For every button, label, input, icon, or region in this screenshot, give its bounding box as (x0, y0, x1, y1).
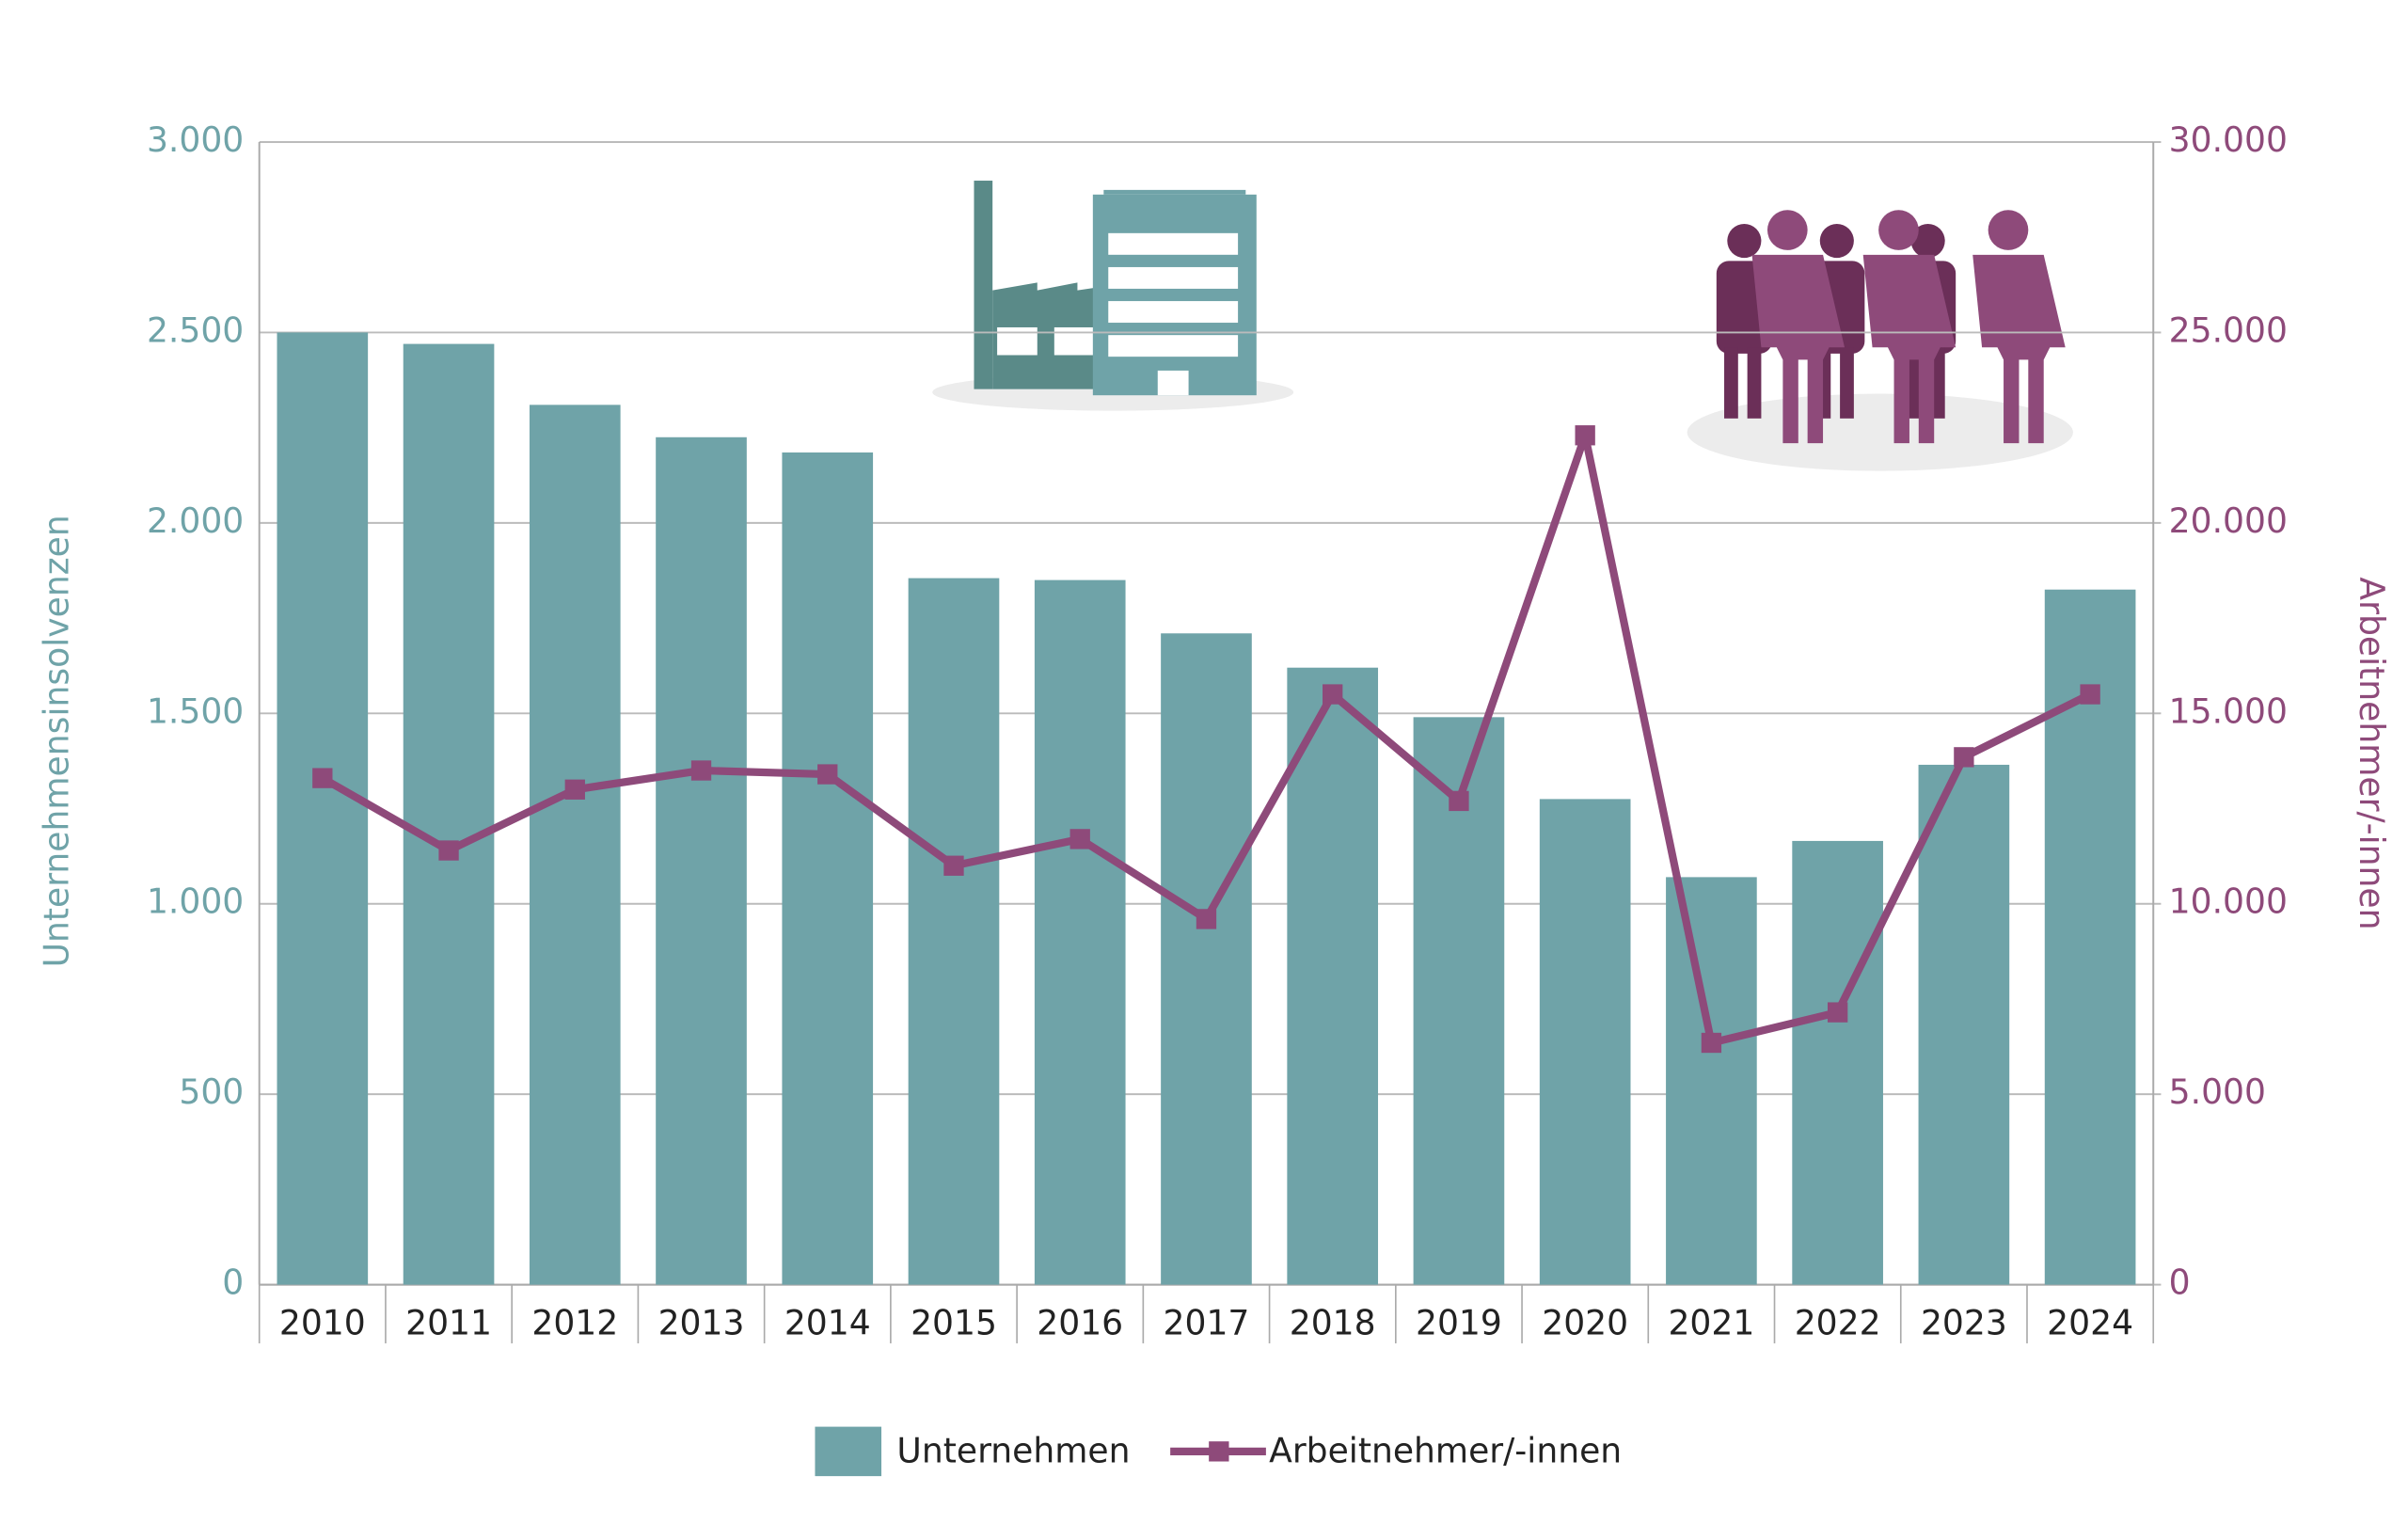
line-marker (1196, 909, 1217, 929)
line-marker (1449, 790, 1469, 812)
x-tick-label: 2015 (911, 1302, 997, 1342)
x-tick-label: 2011 (405, 1302, 492, 1342)
line-marker (1954, 747, 1974, 768)
y2-axis-title: Arbeitnehmer/-innen (2352, 577, 2392, 929)
x-tick-label: 2010 (279, 1302, 366, 1342)
x-tick-label: 2018 (1290, 1302, 1376, 1342)
bar (1413, 717, 1505, 1285)
bar (1034, 579, 1126, 1285)
x-tick-label: 2019 (1416, 1302, 1502, 1342)
line-marker (438, 840, 459, 861)
y-tick-label: 500 (179, 1072, 244, 1112)
legend-label: Unternehmen (896, 1430, 1130, 1470)
line-marker (943, 855, 964, 876)
y-tick-label: 0 (222, 1262, 244, 1303)
legend-label: Arbeitnehmer/-innen (1269, 1430, 1622, 1470)
line-marker (564, 779, 585, 800)
x-tick-label: 2023 (1921, 1302, 2007, 1342)
line-marker (817, 764, 838, 785)
y-tick-label: 3.000 (147, 119, 244, 160)
bar (403, 343, 495, 1285)
line-marker (1069, 829, 1090, 849)
line-marker (312, 768, 333, 788)
y-tick-label: 2.500 (147, 310, 244, 350)
y-tick-label: 1.500 (147, 691, 244, 731)
x-tick-label: 2014 (784, 1302, 871, 1342)
x-tick-label: 2012 (531, 1302, 618, 1342)
bar (908, 578, 1000, 1285)
legend-swatch (815, 1426, 882, 1477)
y2-tick-label: 20.000 (2169, 500, 2288, 541)
people-icon (1687, 210, 2073, 471)
y-tick-label: 1.000 (147, 881, 244, 922)
bar (1287, 667, 1379, 1285)
bar (1539, 799, 1631, 1285)
y2-tick-label: 10.000 (2169, 881, 2288, 922)
line-marker (1323, 684, 1343, 705)
line-marker (1827, 1002, 1848, 1023)
bar (782, 452, 874, 1285)
bar (1161, 633, 1252, 1285)
line-marker (2080, 684, 2100, 705)
legend-marker (1209, 1441, 1229, 1462)
x-tick-label: 2024 (2047, 1302, 2133, 1342)
y2-tick-label: 15.000 (2169, 691, 2288, 731)
bar (1666, 877, 1757, 1285)
x-tick-label: 2016 (1037, 1302, 1123, 1342)
bar (277, 332, 369, 1285)
bar (1792, 840, 1883, 1285)
y-axis-title: Unternehmensinsolvenzen (36, 515, 76, 967)
factory-icon (932, 181, 1294, 411)
bar (529, 405, 621, 1285)
bar (656, 437, 747, 1285)
x-tick-label: 2013 (658, 1302, 745, 1342)
x-tick-label: 2022 (1795, 1302, 1881, 1342)
line-marker (1575, 425, 1595, 446)
y2-tick-label: 30.000 (2169, 119, 2288, 160)
y2-tick-label: 5.000 (2169, 1072, 2266, 1112)
x-tick-label: 2021 (1668, 1302, 1754, 1342)
line-marker (690, 760, 712, 781)
y2-tick-label: 25.000 (2169, 310, 2288, 350)
y2-tick-label: 0 (2169, 1262, 2191, 1303)
y-tick-label: 2.000 (147, 500, 244, 541)
legend: Unternehmen Arbeitnehmer/-innen (815, 1426, 1622, 1477)
x-tick-label: 2020 (1542, 1302, 1628, 1342)
x-tick-label: 2017 (1164, 1302, 1250, 1342)
line-marker (1701, 1032, 1722, 1054)
bar (1918, 764, 2010, 1285)
